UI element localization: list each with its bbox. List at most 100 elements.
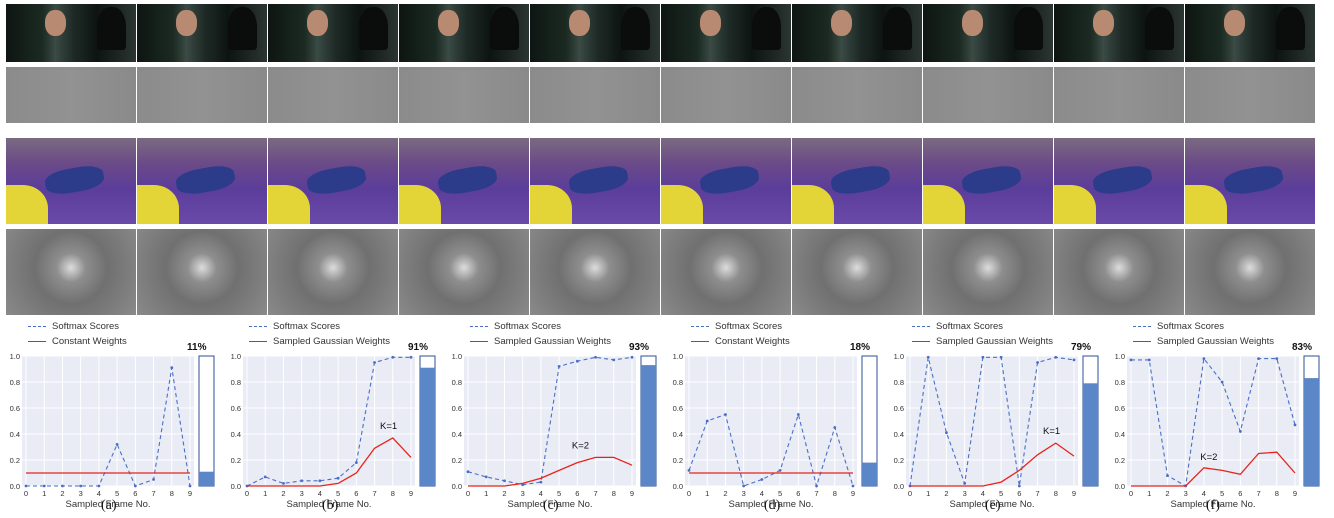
x-tick-label: 8 — [170, 489, 174, 498]
y-tick-label: 1.0 — [894, 352, 904, 361]
video-frames-strip-1 — [6, 4, 1316, 62]
data-point — [945, 431, 948, 435]
y-tick-label: 0.0 — [231, 482, 241, 491]
data-point — [1220, 380, 1224, 384]
data-point — [630, 355, 634, 359]
data-point — [1072, 358, 1076, 362]
frame-image — [399, 229, 530, 315]
x-tick-label: 9 — [851, 489, 855, 498]
x-axis-label: Sampled Frame No. — [1170, 499, 1255, 510]
data-point — [188, 484, 192, 488]
data-point — [687, 469, 691, 472]
plot-area — [1127, 356, 1299, 486]
annotation-label: K=2 — [1200, 452, 1217, 463]
data-point — [391, 355, 395, 359]
x-tick-label: 9 — [1072, 489, 1076, 498]
x-tick-label: 0 — [245, 489, 249, 498]
x-tick-label: 8 — [833, 489, 837, 498]
chart-panel: Softmax Scores Constant Weights 18% 0.0 0.2 0… — [669, 318, 879, 516]
legend-item: Constant Weights — [691, 336, 790, 347]
data-point — [1275, 357, 1279, 360]
series-line-weights — [1131, 451, 1296, 487]
frame-image — [268, 67, 399, 123]
y-tick-label: 0.4 — [10, 430, 20, 439]
x-tick-label: 7 — [593, 489, 597, 498]
legend-swatch — [249, 325, 267, 327]
annotation-label: K=2 — [572, 440, 589, 451]
frame-image — [268, 229, 399, 315]
frame-image — [530, 67, 661, 123]
legend-item: Softmax Scores — [912, 321, 1003, 332]
data-point — [778, 469, 782, 472]
data-point — [373, 361, 376, 364]
frame-image — [923, 229, 1054, 315]
x-tick-label: 9 — [1293, 489, 1297, 498]
y-tick-label: 1.0 — [231, 352, 241, 361]
y-tick-label: 0.4 — [1115, 430, 1125, 439]
data-point — [336, 476, 340, 480]
y-tick-label: 0.0 — [452, 482, 462, 491]
data-point — [263, 475, 267, 479]
data-point — [1293, 423, 1297, 427]
y-tick-label: 0.6 — [231, 404, 241, 413]
y-tick-label: 0.2 — [1115, 456, 1125, 465]
y-tick-label: 1.0 — [452, 352, 462, 361]
data-point — [1129, 358, 1133, 362]
data-point — [1017, 484, 1021, 488]
accuracy-bar-fill — [1304, 378, 1319, 486]
legend-item: Softmax Scores — [691, 321, 782, 332]
data-point — [999, 355, 1003, 359]
frame-image — [792, 138, 923, 224]
frame-image — [399, 4, 530, 62]
data-point — [133, 484, 137, 488]
plot-area — [906, 356, 1078, 486]
y-tick-label: 0.4 — [452, 430, 462, 439]
x-tick-label: 0 — [466, 489, 470, 498]
data-point — [282, 482, 285, 485]
legend-item: Constant Weights — [28, 336, 127, 347]
x-tick-label: 5 — [999, 489, 1003, 498]
x-tick-label: 8 — [1275, 489, 1279, 498]
x-tick-label: 8 — [391, 489, 395, 498]
y-tick-label: 0.6 — [673, 404, 683, 413]
series-line-weights — [247, 437, 412, 487]
x-tick-label: 6 — [575, 489, 579, 498]
accuracy-bar-fill — [420, 367, 435, 486]
chart-panel: Softmax Scores Sampled Gaussian Weights 79… — [890, 318, 1100, 516]
x-tick-label: 6 — [796, 489, 800, 498]
y-tick-label: 0.6 — [10, 404, 20, 413]
frame-image — [1185, 4, 1316, 62]
x-axis-label: Sampled Frame No. — [728, 499, 813, 510]
legend-item: Sampled Gaussian Weights — [249, 336, 390, 347]
legend-label: Sampled Gaussian Weights — [1157, 336, 1275, 347]
legend-label: Softmax Scores — [52, 321, 120, 332]
x-tick-label: 4 — [97, 489, 101, 498]
x-tick-label: 2 — [60, 489, 64, 498]
data-point — [1036, 361, 1039, 364]
data-point — [1054, 355, 1058, 359]
plot-svg: 0.0 0.2 0.4 0.6 0.8 1.0 0 1 2 3 4 5 6 7 8 9 Sampled Fram… — [10, 352, 215, 510]
percentage-label: 79% — [1071, 342, 1092, 353]
x-tick-label: 2 — [1165, 489, 1169, 498]
y-tick-label: 0.0 — [894, 482, 904, 491]
data-point — [300, 479, 304, 483]
x-tick-label: 3 — [1184, 489, 1188, 498]
data-point — [1238, 430, 1242, 433]
frame-image — [1054, 67, 1185, 123]
data-point — [318, 479, 322, 483]
frame-image — [1054, 138, 1185, 224]
plot-area — [243, 356, 415, 486]
frame-image — [268, 138, 399, 224]
series-line-softmax — [467, 356, 633, 486]
y-tick-label: 0.6 — [1115, 404, 1125, 413]
frame-image — [6, 229, 137, 315]
x-tick-label: 7 — [151, 489, 155, 498]
y-tick-label: 0.8 — [673, 378, 683, 387]
y-tick-label: 1.0 — [10, 352, 20, 361]
y-tick-label: 0.6 — [894, 404, 904, 413]
data-point — [981, 355, 985, 359]
x-tick-label: 9 — [630, 489, 634, 498]
y-tick-label: 0.2 — [894, 456, 904, 465]
frame-image — [1185, 229, 1316, 315]
frame-image — [399, 67, 530, 123]
